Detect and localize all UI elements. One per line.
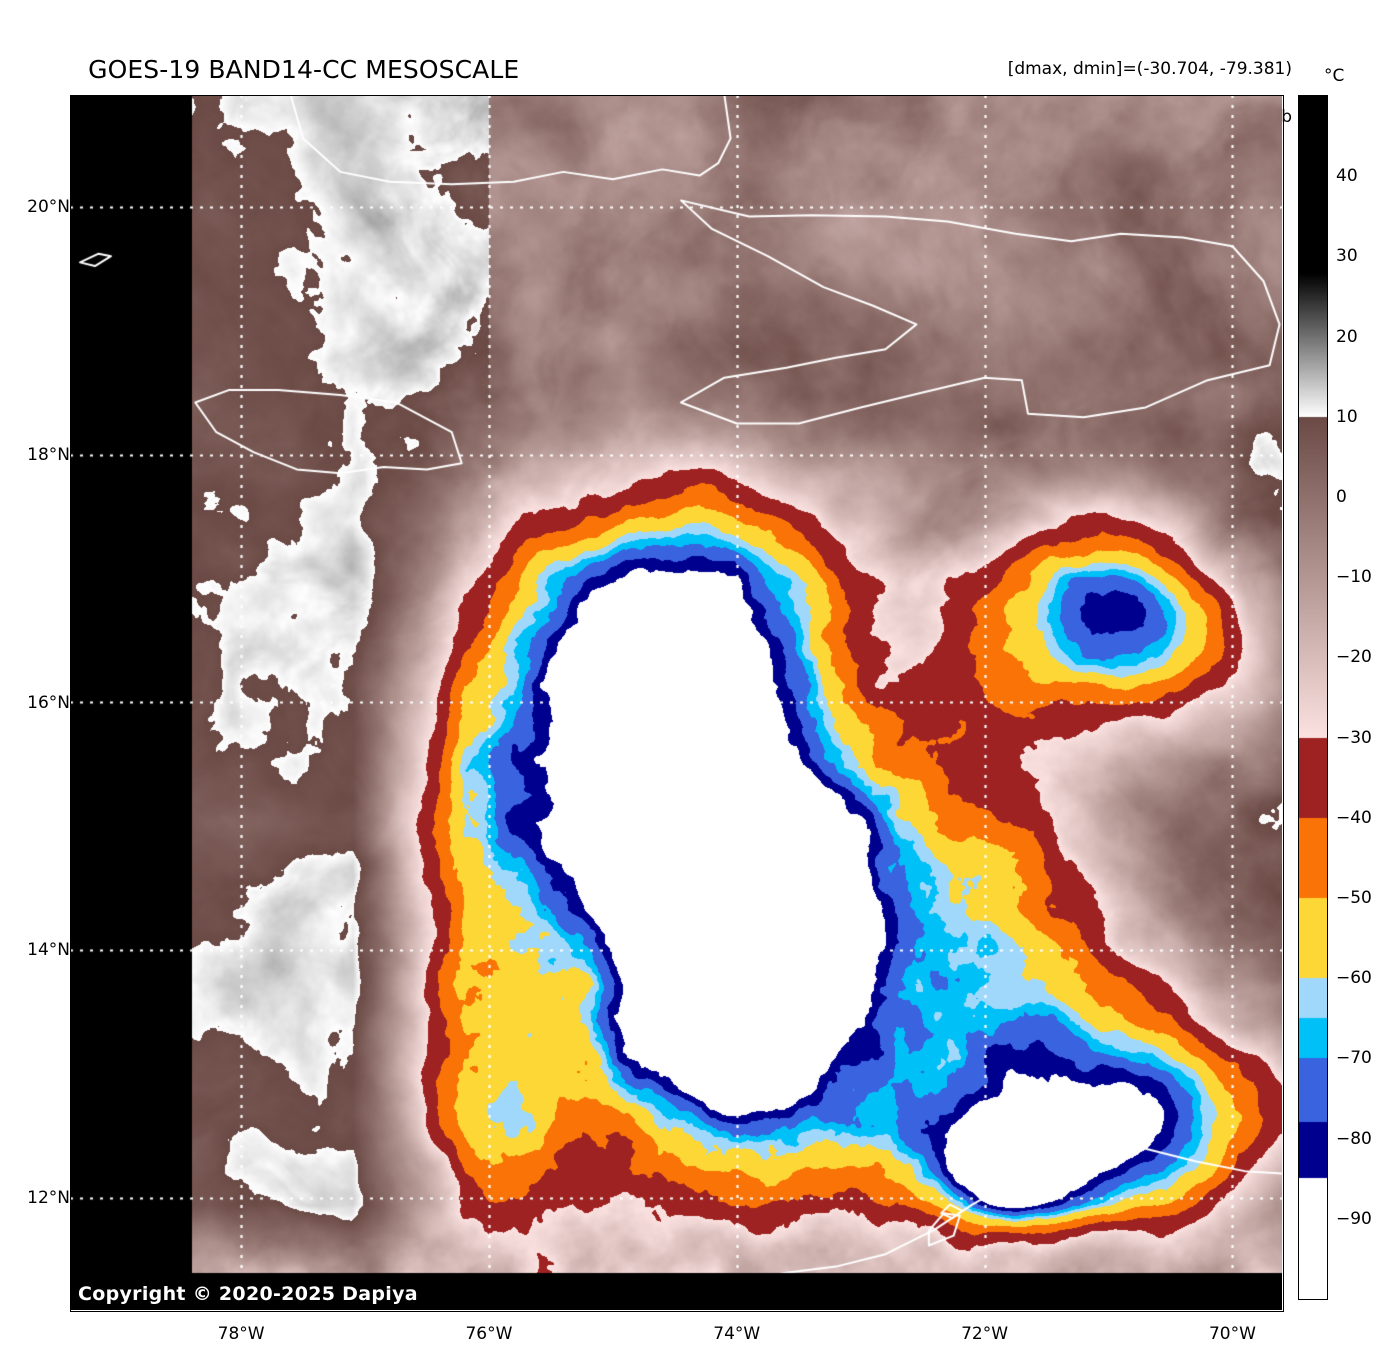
cbar-tick-neg80: −80 <box>1336 1128 1372 1149</box>
lat-tick-18N: 18°N <box>27 444 70 465</box>
lat-tick-14N: 14°N <box>27 940 70 961</box>
lon-tick-70W: 70°W <box>1208 1324 1256 1344</box>
lon-tick-72W: 72°W <box>961 1324 1009 1344</box>
satellite-title: GOES-19 BAND14-CC MESOSCALE <box>88 55 520 84</box>
lat-tick-16N: 16°N <box>27 692 70 713</box>
cbar-tick-neg60: −60 <box>1336 968 1372 989</box>
lon-tick-78W: 78°W <box>217 1324 265 1344</box>
cbar-tick-neg90: −90 <box>1336 1208 1372 1229</box>
cbar-tick-30: 30 <box>1336 246 1358 267</box>
cbar-tick-20: 20 <box>1336 326 1358 347</box>
cbar-tick-neg50: −50 <box>1336 888 1372 908</box>
satellite-image-plot <box>70 95 1282 1310</box>
lon-tick-76W: 76°W <box>465 1324 513 1344</box>
cbar-tick-neg40: −40 <box>1336 807 1372 828</box>
cbar-tick-0: 0 <box>1336 487 1347 507</box>
colorbar-unit-label: °C <box>1324 66 1345 86</box>
satellite-ir-canvas <box>70 95 1282 1310</box>
cbar-tick-neg30: −30 <box>1336 727 1372 748</box>
colorbar-canvas <box>1299 96 1327 1299</box>
lat-tick-12N: 12°N <box>27 1188 70 1209</box>
cbar-tick-neg20: −20 <box>1336 647 1372 668</box>
cbar-tick-40: 40 <box>1336 166 1358 187</box>
cbar-tick-10: 10 <box>1336 406 1358 427</box>
dmax-dmin-readout: [dmax, dmin]=(-30.704, -79.381) <box>1007 59 1292 79</box>
lon-tick-74W: 74°W <box>713 1324 761 1344</box>
temperature-colorbar <box>1298 95 1328 1300</box>
lat-tick-20N: 20°N <box>27 196 70 217</box>
copyright-notice: Copyright © 2020-2025 Dapiya <box>78 1283 418 1305</box>
cbar-tick-neg70: −70 <box>1336 1048 1372 1069</box>
cbar-tick-neg10: −10 <box>1336 567 1372 588</box>
